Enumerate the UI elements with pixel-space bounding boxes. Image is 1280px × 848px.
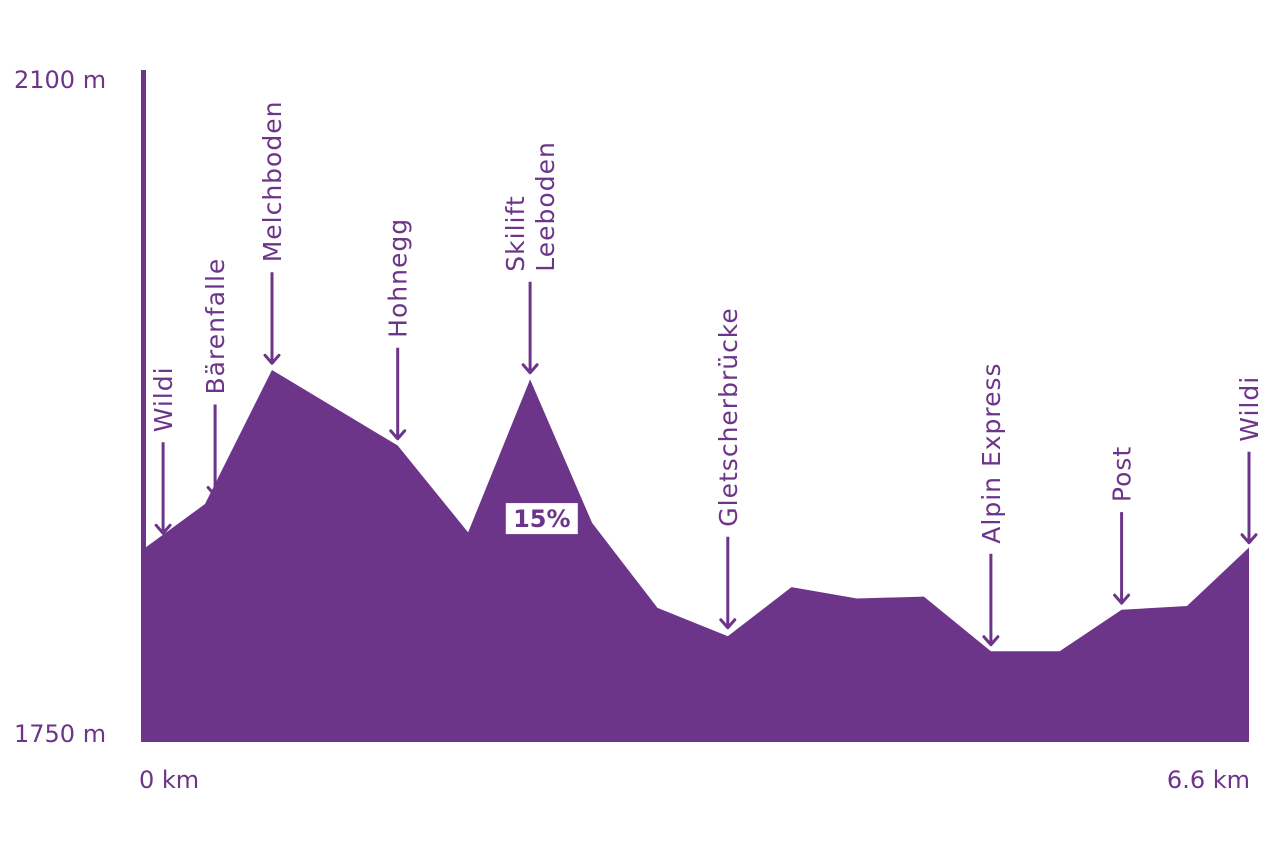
annotation-wildi-start: Wildi [149,366,178,535]
annotation-arrow-head [1240,533,1258,545]
annotation-arrow-head [1113,593,1131,605]
annotation-arrow-head [206,486,224,497]
annotation-label: Wildi [149,366,178,432]
annotation-gletscherbrucke: Gletscherbrücke [714,307,743,630]
annotation-skilift-leeboden: Skilift Leeboden [501,141,560,375]
x-tick-label-end: 6.6 km [1167,766,1250,794]
annotation-label: Melchboden [258,101,287,263]
annotation-hohnegg: Hohnegg [384,218,413,441]
y-tick-label-top: 2100 m [14,66,106,94]
annotation-label: Gletscherbrücke [714,307,743,526]
annotation-arrow-head [719,618,737,630]
y-tick-label-bottom: 1750 m [14,720,106,748]
grade-label: 15% [513,505,570,533]
annotation-label: Bärenfalle [201,258,230,395]
annotation-label: Wildi [1235,376,1264,442]
annotation-arrow-head [982,635,1000,647]
annotation-label: Hohnegg [384,218,413,338]
annotation-melchboden: Melchboden [258,101,287,365]
annotation-arrow-head [521,363,539,375]
annotation-label: Post [1108,446,1137,502]
elevation-area [143,370,1249,742]
annotation-alpin-express: Alpin Express [977,362,1006,647]
annotation-label: Alpin Express [977,362,1006,543]
annotation-label: Leeboden [531,141,560,272]
grade-label-box [505,503,578,535]
annotation-arrow-head [389,429,407,441]
annotation-post: Post [1108,446,1137,605]
annotation-barenfalle: Bärenfalle [201,258,230,497]
x-tick-label-start: 0 km [139,766,199,794]
annotation-wildi-end: Wildi [1235,376,1264,545]
annotation-arrow-head [154,523,172,535]
annotation-arrow-head [263,353,281,365]
annotation-label: Skilift [501,195,530,271]
